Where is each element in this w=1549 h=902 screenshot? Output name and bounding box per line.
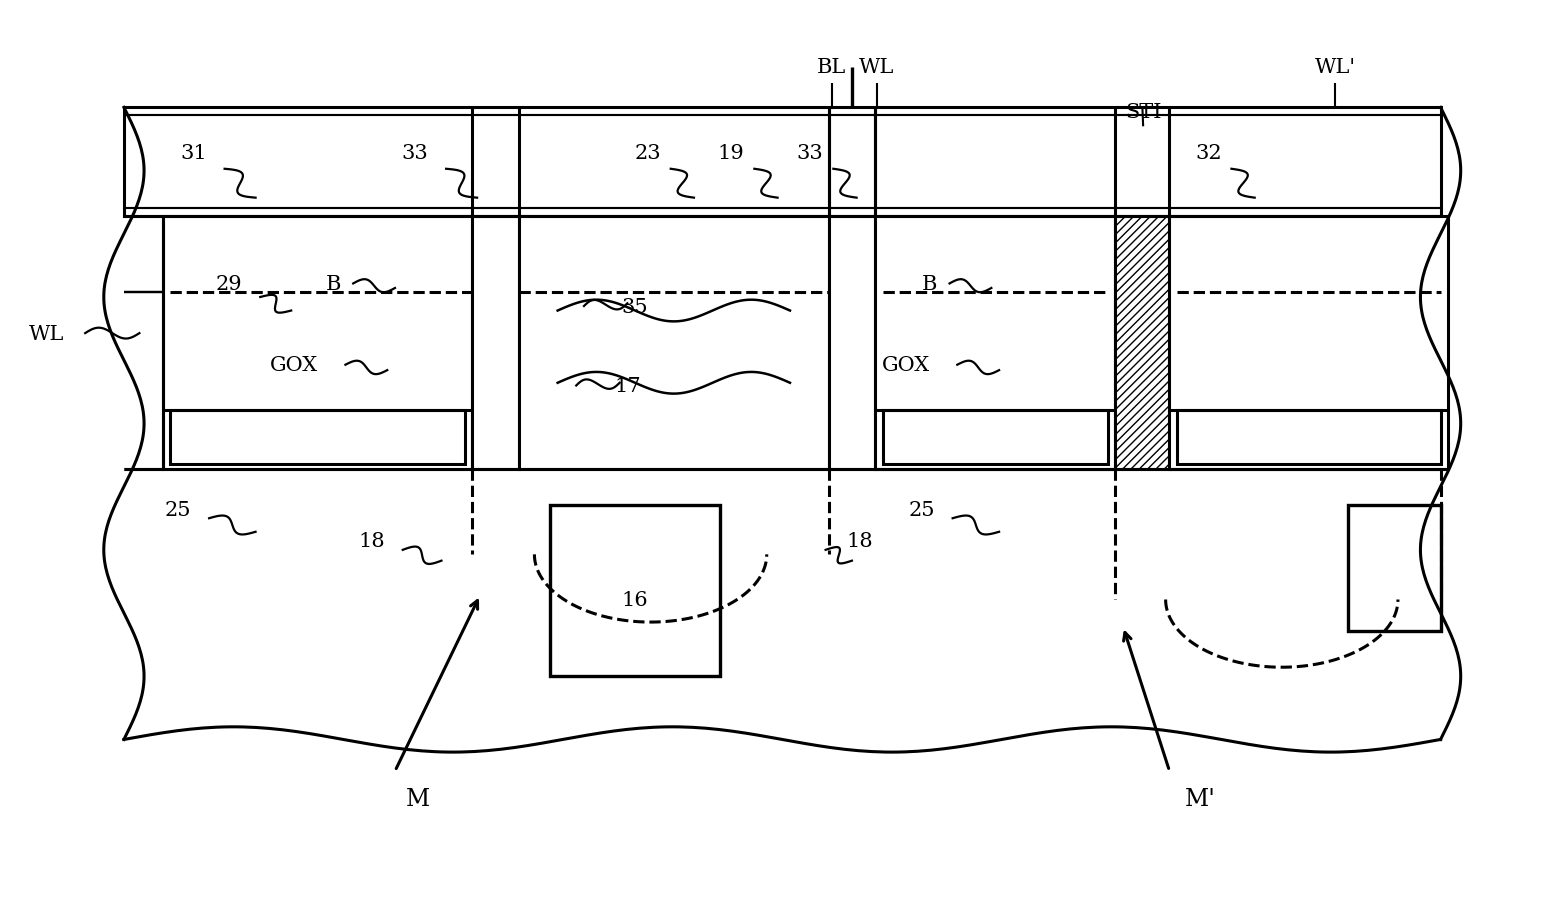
Bar: [1115, 216, 1169, 469]
Text: 33: 33: [401, 143, 429, 163]
Bar: [829, 216, 875, 469]
Text: WL': WL': [1315, 58, 1355, 78]
Text: WL: WL: [29, 324, 64, 344]
Text: 16: 16: [621, 590, 649, 610]
Text: 29: 29: [215, 274, 243, 294]
Bar: [875, 216, 1115, 469]
Bar: [1348, 505, 1441, 631]
Bar: [1177, 410, 1441, 465]
Bar: [550, 505, 720, 676]
Bar: [163, 216, 472, 469]
Bar: [519, 216, 829, 469]
Text: M: M: [406, 787, 431, 810]
Text: 31: 31: [180, 143, 208, 163]
Text: 23: 23: [634, 143, 661, 163]
Text: 17: 17: [613, 376, 641, 396]
Text: 18: 18: [846, 531, 874, 551]
Bar: [170, 410, 465, 465]
Text: 32: 32: [1194, 143, 1222, 163]
Bar: [883, 410, 1108, 465]
Bar: [472, 216, 519, 469]
Text: 25: 25: [908, 500, 936, 520]
Text: GOX: GOX: [881, 355, 931, 375]
Text: B: B: [922, 274, 937, 294]
Text: M': M': [1185, 787, 1216, 810]
Text: BL: BL: [818, 58, 846, 78]
Text: GOX: GOX: [270, 355, 319, 375]
Text: WL: WL: [860, 58, 894, 78]
Text: 33: 33: [796, 143, 824, 163]
Text: 35: 35: [621, 297, 649, 317]
Text: STI: STI: [1125, 103, 1162, 123]
Bar: [1169, 216, 1448, 469]
Bar: [124, 108, 1441, 216]
Text: B: B: [325, 274, 341, 294]
Text: 19: 19: [717, 143, 745, 163]
Text: 25: 25: [164, 500, 192, 520]
Text: 18: 18: [358, 531, 386, 551]
